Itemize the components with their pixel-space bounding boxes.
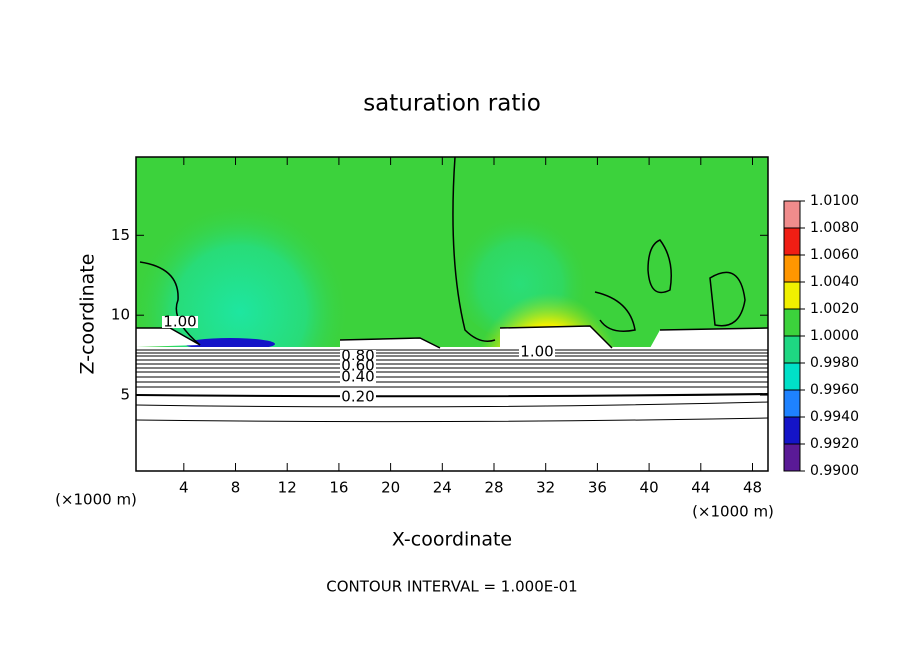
colorbar-box bbox=[783, 443, 801, 472]
y-tick-label: 5 bbox=[120, 386, 130, 404]
y-axis-label: Z-coordinate bbox=[77, 254, 99, 375]
chart-title: saturation ratio bbox=[363, 91, 541, 117]
field bbox=[136, 157, 768, 471]
contour-label: 0.60 bbox=[341, 357, 374, 375]
contour-label: 1.00 bbox=[163, 313, 196, 331]
colorbar-box bbox=[783, 200, 801, 229]
colorbar-box bbox=[783, 308, 801, 337]
x-unit: (×1000 m) bbox=[55, 491, 137, 509]
contour-label-bg bbox=[340, 391, 376, 403]
x-axis-label: X-coordinate bbox=[392, 529, 512, 551]
colorbar-label: 1.0060 bbox=[810, 247, 859, 263]
y-tick-label: 15 bbox=[111, 226, 130, 244]
colorbar-box bbox=[783, 362, 801, 391]
plot-frame bbox=[135, 156, 769, 472]
colorbar-box bbox=[783, 281, 801, 310]
contour-label-bg bbox=[340, 360, 376, 372]
colorbar-label: 0.9980 bbox=[810, 355, 859, 371]
x-tick-label: 8 bbox=[231, 479, 241, 497]
contour-label-bg bbox=[340, 350, 376, 362]
colorbar-label: 0.9960 bbox=[810, 382, 859, 398]
colorbar-label: 1.0020 bbox=[810, 301, 859, 317]
contour-label: 0.20 bbox=[341, 388, 374, 406]
contour-label-bg bbox=[340, 371, 376, 383]
contour-label-bg bbox=[162, 316, 198, 328]
x-unit: (×1000 m) bbox=[692, 503, 774, 521]
x-tick-label: 32 bbox=[536, 479, 555, 497]
x-tick-label: 16 bbox=[329, 479, 348, 497]
x-tick-label: 4 bbox=[179, 479, 189, 497]
colorbar-label: 1.0040 bbox=[810, 274, 859, 290]
x-tick-label: 28 bbox=[484, 479, 503, 497]
colorbar-box bbox=[783, 335, 801, 364]
colorbar-box bbox=[783, 227, 801, 256]
colorbar-label: 1.0100 bbox=[810, 193, 859, 209]
colorbar-label: 0.9920 bbox=[810, 436, 859, 452]
contour-label: 1.00 bbox=[520, 343, 553, 361]
colorbar-box bbox=[783, 416, 801, 445]
x-tick-label: 48 bbox=[743, 479, 762, 497]
colorbar-label: 1.0080 bbox=[810, 220, 859, 236]
colorbar-label: 1.0000 bbox=[810, 328, 859, 344]
x-tick-label: 24 bbox=[433, 479, 452, 497]
contour-label: 0.40 bbox=[341, 368, 374, 386]
y-tick-label: 10 bbox=[111, 306, 130, 324]
colorbar-label: 0.9900 bbox=[810, 463, 859, 479]
x-tick-label: 20 bbox=[381, 479, 400, 497]
x-tick-label: 44 bbox=[691, 479, 710, 497]
colorbar-box bbox=[783, 389, 801, 418]
x-tick-label: 36 bbox=[588, 479, 607, 497]
colorbar-label: 0.9940 bbox=[810, 409, 859, 425]
contour-label-bg bbox=[519, 346, 555, 358]
colorbar-box bbox=[783, 254, 801, 283]
annotation: CONTOUR INTERVAL = 1.000E-01 bbox=[326, 578, 577, 596]
x-tick-label: 40 bbox=[640, 479, 659, 497]
x-tick-label: 12 bbox=[278, 479, 297, 497]
